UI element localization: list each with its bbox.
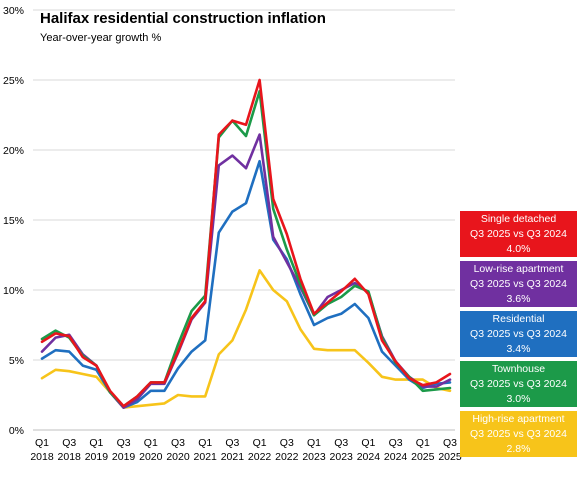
x-tick-label-year: 2023 xyxy=(330,451,354,463)
legend-value: 3.6% xyxy=(506,293,531,305)
x-tick-label-quarter: Q3 xyxy=(389,437,403,449)
legend-series-name: Residential xyxy=(492,313,545,325)
legend-value: 2.8% xyxy=(506,443,531,455)
legend-period: Q3 2025 vs Q3 2024 xyxy=(470,428,567,440)
y-tick-label: 10% xyxy=(3,285,24,297)
x-tick-label-quarter: Q3 xyxy=(443,437,457,449)
legend-series-name: High-rise apartment xyxy=(472,413,565,425)
legend-box-single-detached: Single detached Q3 2025 vs Q3 2024 4.0% xyxy=(460,211,577,257)
legend-series-name: Single detached xyxy=(480,213,557,225)
legend-series-name: Townhouse xyxy=(491,363,546,375)
x-tick-label-year: 2025 xyxy=(438,451,462,463)
legend-box-townhouse: Townhouse Q3 2025 vs Q3 2024 3.0% xyxy=(460,361,577,407)
series-line-low-rise-apartment xyxy=(40,133,452,409)
legend-period: Q3 2025 vs Q3 2024 xyxy=(470,378,567,390)
legend-series-name: Low-rise apartment xyxy=(473,263,564,275)
x-tick-label-year: 2024 xyxy=(384,451,408,463)
x-tick-label-quarter: Q1 xyxy=(253,437,267,449)
legend-period: Q3 2025 vs Q3 2024 xyxy=(470,228,567,240)
x-tick-label-year: 2022 xyxy=(275,451,299,463)
x-tick-label-quarter: Q3 xyxy=(62,437,76,449)
x-tick-label-quarter: Q1 xyxy=(198,437,212,449)
chart-subtitle: Year-over-year growth % xyxy=(40,32,162,44)
y-tick-label: 15% xyxy=(3,215,24,227)
series-line-high-rise-apartment xyxy=(40,269,452,409)
x-tick-label-quarter: Q1 xyxy=(144,437,158,449)
series-line-residential xyxy=(40,159,452,409)
x-tick-label-quarter: Q3 xyxy=(280,437,294,449)
x-tick-label-quarter: Q1 xyxy=(89,437,103,449)
x-tick-label-year: 2019 xyxy=(112,451,136,463)
y-tick-label: 30% xyxy=(3,5,24,17)
y-tick-label: 20% xyxy=(3,145,24,157)
legend-period: Q3 2025 vs Q3 2024 xyxy=(470,328,567,340)
y-tick-label: 5% xyxy=(9,355,24,367)
x-tick-label-year: 2020 xyxy=(139,451,163,463)
legend-period: Q3 2025 vs Q3 2024 xyxy=(470,278,567,290)
x-tick-label-year: 2020 xyxy=(166,451,190,463)
legend-box-low-rise-apartment: Low-rise apartment Q3 2025 vs Q3 2024 3.… xyxy=(460,261,577,307)
legend-box-high-rise-apartment: High-rise apartment Q3 2025 vs Q3 2024 2… xyxy=(460,411,577,457)
x-tick-label-quarter: Q1 xyxy=(307,437,321,449)
x-tick-label-year: 2018 xyxy=(58,451,82,463)
x-tick-label-year: 2019 xyxy=(85,451,109,463)
x-tick-label-year: 2025 xyxy=(411,451,435,463)
series-line-single-detached xyxy=(40,78,452,408)
x-tick-label-year: 2022 xyxy=(248,451,272,463)
y-tick-label: 0% xyxy=(9,425,24,437)
legend-value: 3.4% xyxy=(506,343,531,355)
x-tick-label-quarter: Q1 xyxy=(35,437,49,449)
legend-box-residential: Residential Q3 2025 vs Q3 2024 3.4% xyxy=(460,311,577,357)
chart-title: Halifax residential construction inflati… xyxy=(40,10,326,27)
x-tick-label-quarter: Q1 xyxy=(416,437,430,449)
x-tick-label-quarter: Q1 xyxy=(361,437,375,449)
x-tick-label-quarter: Q3 xyxy=(334,437,348,449)
x-tick-label-year: 2024 xyxy=(357,451,381,463)
x-tick-label-year: 2021 xyxy=(194,451,218,463)
x-tick-label-year: 2018 xyxy=(30,451,54,463)
x-tick-label-quarter: Q3 xyxy=(171,437,185,449)
x-tick-label-year: 2023 xyxy=(302,451,326,463)
x-tick-label-quarter: Q3 xyxy=(225,437,239,449)
legend-value: 4.0% xyxy=(506,243,531,255)
x-tick-label-year: 2021 xyxy=(221,451,245,463)
y-tick-label: 25% xyxy=(3,75,24,87)
x-tick-label-quarter: Q3 xyxy=(117,437,131,449)
legend-value: 3.0% xyxy=(506,393,531,405)
